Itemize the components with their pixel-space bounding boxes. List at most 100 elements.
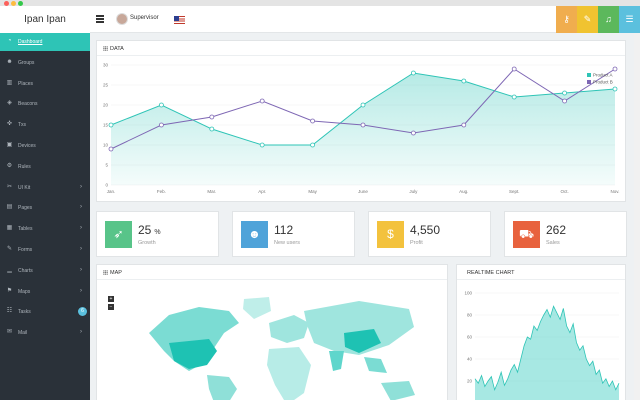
avatar[interactable] — [116, 13, 128, 25]
x-tick-label: Feb. — [157, 189, 166, 194]
maps-icon: ⚑ — [6, 287, 13, 294]
rocket-icon: ➶ — [105, 221, 132, 248]
realtime-panel: REALTIME CHART 020406080100 — [456, 264, 626, 400]
charts-icon: ▁ — [7, 266, 12, 273]
sidebar-item-label: Beacons — [18, 101, 38, 108]
x-tick-label: June — [358, 189, 368, 194]
map-asia — [304, 301, 414, 355]
map-greenland — [243, 297, 271, 319]
world-map[interactable] — [119, 293, 419, 400]
map-zoom-out-button[interactable]: − — [108, 304, 114, 310]
data-point — [209, 126, 215, 132]
data-point — [108, 146, 114, 152]
sidebar-item-beacons[interactable]: ◈ Beacons — [0, 95, 90, 113]
sidebar-item-maps[interactable]: ⚑ Maps › — [0, 283, 90, 301]
stat-card-profit: $4,550 Profit — [368, 211, 491, 257]
brand-title[interactable]: Ipan Ipan — [0, 6, 90, 33]
list-button[interactable]: ☰ — [619, 6, 640, 33]
sidebar-item-txs[interactable]: ✜ Txs — [0, 116, 90, 134]
stat-label: Growth — [138, 240, 156, 246]
grip-icon — [103, 270, 108, 275]
sidebar-item-tasks[interactable]: ☷ Tasks 6 — [0, 303, 90, 321]
edit-button[interactable]: ✎ — [577, 6, 598, 33]
sidebar-item-label: Devices — [18, 143, 36, 149]
sidebar-item-groups[interactable]: ☻ Groups — [0, 54, 90, 72]
sidebar-item-devices[interactable]: ▣ Devices — [0, 137, 90, 155]
data-point — [108, 122, 114, 128]
y-tick-label: 5 — [105, 163, 108, 168]
sidebar-item-label: Txs — [18, 122, 27, 129]
chevron-right-icon: › — [80, 329, 82, 336]
sidebar-item-label: UI Kit — [18, 184, 31, 191]
data-point — [461, 78, 467, 84]
data-point — [511, 66, 517, 72]
data-point — [461, 122, 467, 128]
y-tick-label: 20 — [467, 379, 473, 384]
data-point — [511, 94, 517, 100]
chevron-right-icon: › — [80, 204, 82, 211]
page-scrollbar[interactable] — [634, 33, 640, 400]
y-tick-label: 100 — [464, 291, 472, 296]
sidebar-item-dashboard[interactable]: ◔ Dashboard — [0, 33, 90, 51]
sidebar-item-tables[interactable]: ▦ Tables › — [0, 220, 90, 238]
user-name[interactable]: Supervisor — [130, 15, 159, 21]
map-panel: MAP + − — [96, 264, 448, 400]
data-point — [259, 98, 265, 104]
y-tick-label: 30 — [103, 63, 109, 68]
sidebar-item-label: Pages — [18, 205, 33, 212]
sidebar-item-forms[interactable]: ✎ Forms › — [0, 241, 90, 259]
sidebar-item-label: Rules — [18, 163, 31, 170]
data-point — [259, 142, 265, 148]
data-point — [562, 90, 568, 96]
minimize-window-icon[interactable] — [11, 1, 16, 6]
map-africa — [267, 347, 311, 400]
y-tick-label: 60 — [467, 335, 473, 340]
us-flag-icon[interactable] — [174, 16, 185, 24]
map-india — [329, 351, 344, 371]
sidebar-item-places[interactable]: ▥ Places — [0, 75, 90, 93]
y-tick-label: 40 — [467, 357, 473, 362]
key-icon: ⚷ — [563, 14, 570, 24]
map-north-america — [149, 307, 239, 371]
map-se-asia — [364, 357, 387, 373]
sidebar-item-mail[interactable]: ✉ Mail › — [0, 324, 90, 342]
tasks-icon: ☷ — [6, 308, 13, 315]
series-area-0 — [111, 73, 615, 185]
sidebar-item-label: Mail — [18, 330, 28, 337]
key-button[interactable]: ⚷ — [556, 6, 577, 33]
stat-card-sales: ⛟ 262 Sales — [504, 211, 627, 257]
maximize-window-icon[interactable] — [18, 1, 23, 6]
data-point — [310, 118, 316, 124]
stat-label: Profit — [410, 240, 423, 246]
map-australia — [381, 381, 415, 400]
map-zoom-in-button[interactable]: + — [108, 296, 114, 302]
mail-icon: ✉ — [6, 329, 13, 336]
data-point — [612, 86, 618, 92]
data-line-chart: 0 5 10 15 20 25 30 Jan. Feb. Mar. Apr. May June July A… — [103, 63, 619, 195]
bell-icon: ♫ — [605, 14, 612, 24]
map-south-america — [207, 375, 237, 400]
chevron-right-icon: › — [80, 225, 82, 232]
menu-toggle-icon[interactable] — [96, 15, 104, 23]
stat-label: New users — [274, 240, 300, 246]
x-tick-label: May — [308, 189, 317, 194]
beacons-icon: ◈ — [7, 100, 12, 107]
data-point — [159, 102, 164, 108]
close-window-icon[interactable] — [4, 1, 9, 6]
sidebar-item-label: Groups — [18, 59, 35, 66]
pages-icon: ▤ — [6, 204, 13, 211]
stat-value: 262 — [546, 223, 567, 237]
realtime-panel-title: REALTIME CHART — [467, 270, 515, 276]
stat-label: Sales — [546, 240, 560, 246]
notifications-button[interactable]: ♫ — [598, 6, 619, 33]
sidebar-item-rules[interactable]: ⚙ Rules — [0, 158, 90, 176]
y-tick-label: 15 — [103, 123, 109, 128]
edit-icon: ✎ — [583, 14, 592, 24]
sidebar-item-charts[interactable]: ▁ Charts › — [0, 262, 90, 280]
x-tick-label: Aug. — [459, 189, 468, 194]
x-tick-label: Sept. — [509, 189, 520, 194]
data-panel-title: DATA — [103, 46, 124, 52]
sidebar-item-pages[interactable]: ▤ Pages › — [0, 199, 90, 217]
sidebar-item-ui-kit[interactable]: ✂ UI Kit › — [0, 179, 90, 197]
chevron-right-icon: › — [80, 183, 82, 190]
